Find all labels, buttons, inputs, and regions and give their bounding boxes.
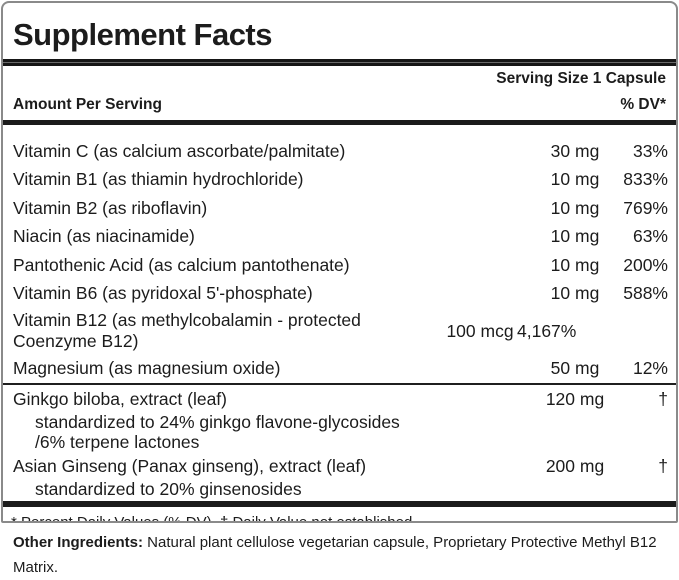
sub-ingredient-line: standardized to 20% ginsenosides bbox=[35, 479, 302, 499]
section-divider-rule bbox=[3, 382, 676, 385]
nutrient-dv: 63% bbox=[632, 226, 668, 247]
supplement-facts-panel: Supplement Facts Serving Size 1 Capsule … bbox=[1, 1, 678, 523]
botanical-rows: Ginkgo biloba, extract (leaf) 120 mg † s… bbox=[3, 388, 676, 500]
botanical-name: Asian Ginseng (Panax ginseng), extract (… bbox=[13, 455, 367, 476]
amount-per-serving-header: Amount Per Serving bbox=[13, 96, 162, 113]
table-row: Vitamin B1 (as thiamin hydrochloride) 10… bbox=[3, 166, 676, 195]
nutrient-name: Vitamin B1 (as thiamin hydrochloride) bbox=[13, 169, 304, 190]
nutrient-name: Niacin (as niacinamide) bbox=[13, 226, 195, 247]
botanical-standardization-note: standardized to 24% ginkgo flavone-glyco… bbox=[35, 412, 676, 452]
nutrient-amount: 50 mg bbox=[550, 357, 600, 378]
column-header-row: Amount Per Serving % DV* bbox=[3, 91, 676, 120]
botanical-name: Ginkgo biloba, extract (leaf) bbox=[13, 388, 227, 409]
other-ingredients-text: Natural plant cellulose vegetarian capsu… bbox=[13, 534, 657, 576]
table-row: Asian Ginseng (Panax ginseng), extract (… bbox=[3, 455, 676, 477]
botanical-amount: 200 mg bbox=[545, 455, 605, 476]
table-row: Vitamin B6 (as pyridoxal 5'-phosphate) 1… bbox=[3, 280, 676, 309]
nutrient-amount: 100 mcg bbox=[446, 320, 514, 341]
nutrient-amount: 10 mg bbox=[550, 226, 600, 247]
nutrient-name: Vitamin C (as calcium ascorbate/palmitat… bbox=[13, 140, 346, 161]
title-divider-rule bbox=[3, 59, 676, 66]
nutrient-amount: 30 mg bbox=[550, 140, 600, 161]
nutrient-dv: 769% bbox=[623, 197, 668, 218]
serving-size-text: Serving Size 1 Capsule bbox=[496, 70, 666, 87]
table-row: Ginkgo biloba, extract (leaf) 120 mg † bbox=[3, 388, 676, 410]
other-ingredients: Other Ingredients: Natural plant cellulo… bbox=[13, 530, 665, 580]
nutrient-amount: 10 mg bbox=[550, 169, 600, 190]
nutrient-name: Vitamin B2 (as riboflavin) bbox=[13, 197, 208, 218]
nutrient-dv: 200% bbox=[623, 254, 668, 275]
nutrient-name: Magnesium (as magnesium oxide) bbox=[13, 357, 281, 378]
table-row: Magnesium (as magnesium oxide) 50 mg 12% bbox=[3, 354, 676, 383]
nutrient-dv: 833% bbox=[623, 169, 668, 190]
table-row: Vitamin B2 (as riboflavin) 10 mg 769% bbox=[3, 194, 676, 223]
table-row: Vitamin B12 (as methylcobalamin - protec… bbox=[3, 308, 676, 354]
table-row: Vitamin C (as calcium ascorbate/palmitat… bbox=[3, 137, 676, 166]
nutrient-amount: 10 mg bbox=[550, 283, 600, 304]
nutrient-name: Vitamin B12 (as methylcobalamin - protec… bbox=[13, 310, 361, 351]
footer-divider-rule bbox=[3, 501, 676, 507]
nutrient-dv: 588% bbox=[623, 283, 668, 304]
nutrient-amount: 10 mg bbox=[550, 197, 600, 218]
other-ingredients-label: Other Ingredients: bbox=[13, 534, 144, 551]
nutrient-name: Vitamin B6 (as pyridoxal 5'-phosphate) bbox=[13, 283, 313, 304]
nutrient-dv: 12% bbox=[632, 357, 668, 378]
botanical-standardization-note: standardized to 20% ginsenosides bbox=[35, 479, 676, 499]
percent-dv-header: % DV* bbox=[620, 96, 666, 113]
botanical-dv-dagger: † bbox=[658, 388, 668, 409]
nutrient-amount: 10 mg bbox=[550, 254, 600, 275]
table-row: Niacin (as niacinamide) 10 mg 63% bbox=[3, 223, 676, 252]
sub-ingredient-line: standardized to 24% ginkgo flavone-glyco… bbox=[35, 412, 400, 432]
sub-ingredient-line: /6% terpene lactones bbox=[35, 432, 200, 452]
header-divider-rule bbox=[3, 120, 676, 125]
nutrient-dv: 33% bbox=[632, 140, 668, 161]
nutrient-name: Pantothenic Acid (as calcium pantothenat… bbox=[13, 254, 350, 275]
table-row: Pantothenic Acid (as calcium pantothenat… bbox=[3, 251, 676, 280]
nutrient-rows: Vitamin C (as calcium ascorbate/palmitat… bbox=[3, 125, 676, 383]
botanical-dv-dagger: † bbox=[658, 455, 668, 476]
botanical-amount: 120 mg bbox=[545, 388, 605, 409]
nutrient-dv: 4,167% bbox=[517, 320, 577, 341]
daily-value-footnote: * Percent Daily Values (% DV). † Daily V… bbox=[11, 514, 417, 523]
panel-title: Supplement Facts bbox=[13, 17, 273, 52]
